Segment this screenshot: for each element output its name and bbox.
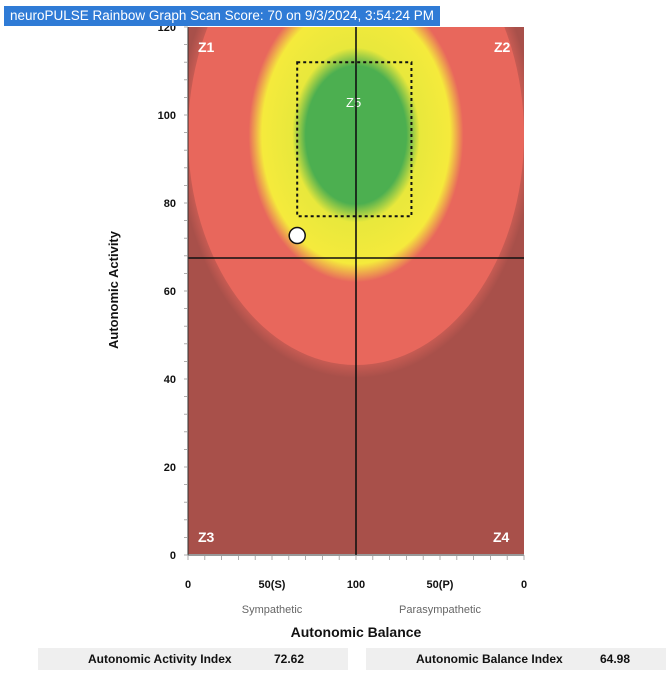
autonomic-balance-index-label: Autonomic Balance Index [416,652,563,666]
x-minor-ticks [187,555,525,560]
zone-label-z4: Z4 [493,529,510,545]
parasympathetic-label: Parasympathetic [399,604,481,616]
x-tick-label: 0 [521,579,527,591]
autonomic-balance-index-value: 64.98 [600,652,631,666]
y-tick-label: 0 [170,550,176,562]
x-tick-label: 50(P) [427,579,454,591]
window-title: neuroPULSE Rainbow Graph Scan Score: 70 … [4,6,441,26]
y-minor-ticks [184,26,188,556]
sympathetic-label: Sympathetic [242,604,303,616]
autonomic-activity-index-box: Autonomic Activity Index 72.62 [38,648,348,670]
scan-data-point[interactable] [288,226,306,245]
zone-label-z5: Z5 [346,95,361,110]
zone-label-z1: Z1 [198,39,215,55]
y-tick-label: 40 [164,374,176,386]
x-tick-label: 50(S) [259,579,286,591]
y-tick-label: 100 [158,110,176,122]
x-axis-title: Autonomic Balance [291,624,422,640]
autonomic-activity-index-label: Autonomic Activity Index [88,652,232,666]
x-tick-labels: 0 50(S) 100 50(P) 0 [185,579,527,591]
zone-label-z2: Z2 [494,39,511,55]
y-tick-label: 20 [164,462,176,474]
y-tick-label: 60 [164,286,176,298]
autonomic-activity-index-value: 72.62 [274,652,305,666]
autonomic-balance-index-box: Autonomic Balance Index 64.98 [366,648,666,670]
target-zone-box [296,61,413,218]
y-axis-title: Autonomic Activity [106,230,121,349]
x-tick-label: 100 [347,579,365,591]
y-tick-label: 80 [164,198,176,210]
x-tick-label: 0 [185,579,191,591]
zone-label-z3: Z3 [198,529,215,545]
